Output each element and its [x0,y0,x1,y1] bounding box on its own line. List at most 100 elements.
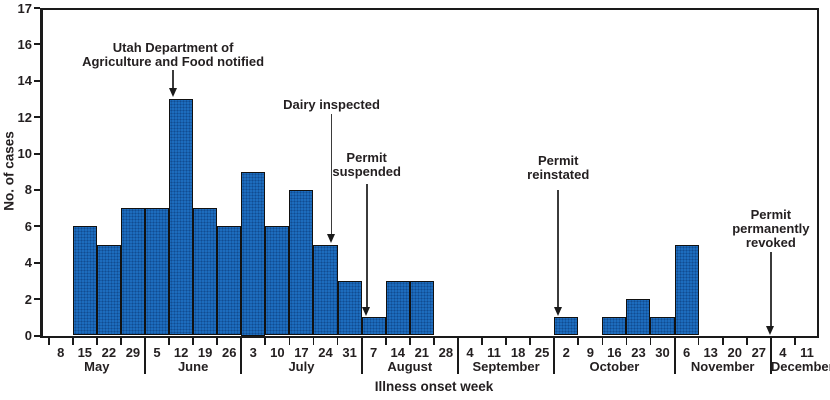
y-tick-label: 2 [24,291,32,307]
week-label: 26 [222,345,237,360]
week-label: 20 [727,345,742,360]
month-label: July [288,358,315,374]
week-label: 19 [197,345,213,360]
week-label: 16 [607,345,622,360]
bar [265,226,290,336]
week-label: 14 [390,345,405,360]
annotation-suspended-arrowhead [362,306,371,316]
week-label: 4 [779,345,787,360]
week-label: 18 [510,345,526,360]
plot-frame [40,8,819,338]
y-tick [34,7,40,9]
week-tick [433,338,435,345]
y-axis-label: No. of cases [1,131,17,211]
annotation-revoked-arrow-line [770,252,772,327]
week-label: 4 [466,345,474,360]
week-label: 31 [342,345,357,360]
week-tick [168,338,170,345]
week-tick [794,338,796,345]
week-label: 8 [57,345,65,360]
week-tick [649,338,652,345]
annotation-inspected-text: Dairy inspected [283,97,380,112]
month-divider [240,338,243,374]
y-tick-label: 0 [24,328,32,343]
y-tick-label: 6 [24,218,32,234]
y-tick [34,261,40,264]
bar [385,280,410,336]
month-divider [673,338,676,374]
bar [602,317,627,336]
bar [626,299,651,336]
y-tick [34,43,40,46]
annotation-inspected-arrowhead [327,234,336,244]
month-label: November [690,358,755,374]
month-label: May [84,358,110,374]
month-label: October [589,358,640,374]
week-label: 5 [153,345,161,360]
y-tick-label: 10 [17,146,32,162]
week-tick [95,338,98,345]
bar [169,98,194,336]
week-tick [601,338,604,345]
week-tick [288,338,291,345]
week-label: 6 [682,345,691,360]
week-label: 25 [534,345,550,360]
week-tick [721,338,724,345]
annotation-revoked-text: Permit permanently revoked [732,207,810,250]
y-tick [34,152,40,155]
week-label: 27 [751,345,767,360]
bar [72,226,97,336]
annotation-reinstated-arrow-line [557,190,560,308]
week-tick [697,338,700,345]
week-tick [312,338,315,345]
y-tick-label: 4 [24,255,32,271]
week-tick [529,338,531,345]
annotation-reinstated-text: Permit reinstated [527,153,590,182]
week-label: 24 [318,345,333,360]
y-tick [34,298,40,301]
annotation-inspected-arrow-line [330,114,333,235]
week-tick [192,338,194,345]
bar [361,317,386,336]
annotation-suspended-text: Permit suspended [332,150,401,179]
y-tick-label: 17 [17,0,32,16]
week-tick [71,338,74,345]
bar [337,280,362,336]
y-tick [34,79,40,82]
month-divider [553,338,556,374]
week-tick [577,338,580,345]
x-axis-label: Illness onset week [374,379,494,394]
annotation-notified-arrow-line [172,70,174,89]
week-label: 17 [294,345,309,360]
month-label: June [177,358,209,374]
week-label: 22 [101,345,117,360]
week-tick [745,338,748,345]
month-divider [456,338,459,374]
week-tick [336,338,339,345]
week-tick [481,338,483,345]
week-tick [625,338,628,345]
week-label: 3 [249,345,257,360]
bar [674,244,699,336]
week-label: 11 [487,345,501,360]
month-divider [143,338,146,374]
bar [289,189,314,336]
annotation-revoked-arrowhead [766,326,775,335]
bar [313,244,338,336]
week-tick [47,338,50,345]
annotation-reinstated-arrowhead [553,306,562,316]
month-divider [769,338,772,374]
annotation-suspended-arrow-line [365,184,368,308]
week-label: 23 [631,345,646,360]
bar [554,317,579,336]
y-tick-label: 12 [17,109,32,125]
annotation-notified-arrowhead [168,88,177,98]
bar [409,280,434,336]
bar [241,171,266,336]
week-label: 12 [173,345,189,360]
week-tick [264,338,267,345]
y-tick [34,225,40,228]
month-divider [360,338,363,374]
